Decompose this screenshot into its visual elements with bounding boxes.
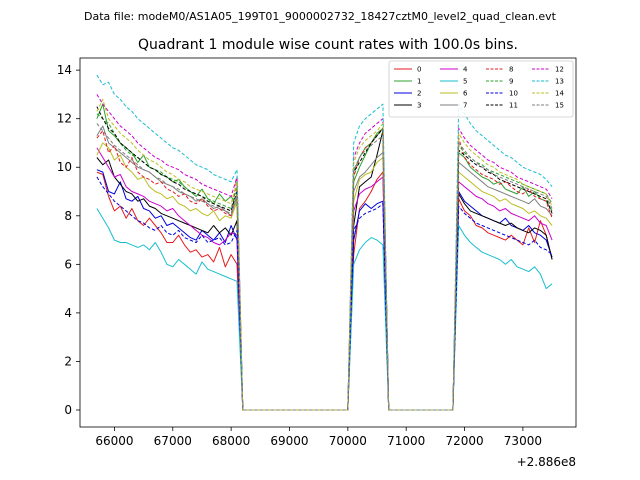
y-tick-label: 4 [64,306,72,320]
y-tick-label: 2 [64,354,72,368]
legend-label-14: 14 [555,90,564,98]
series-line-14 [96,98,553,411]
x-tick-label: 71000 [387,434,425,448]
y-tick-label: 14 [57,63,72,77]
y-tick-label: 0 [64,403,72,417]
y-tick-label: 12 [57,112,72,126]
x-tick-label: 68000 [212,434,250,448]
y-tick-label: 6 [64,257,72,271]
x-tick-label: 67000 [154,434,192,448]
legend-label-8: 8 [509,66,513,74]
y-tick-label: 8 [64,209,72,223]
plot-frame [79,57,577,428]
chart-title: Quadrant 1 module wise count rates with … [138,37,518,53]
plot-background [80,58,576,427]
x-tick-label: 66000 [95,434,133,448]
x-tick-label: 72000 [445,434,483,448]
x-axis: 66000 67000 68000 69000 70000 71000 72000 73000 [95,427,542,448]
legend-label-13: 13 [555,78,564,86]
legend-label-6: 6 [463,90,468,98]
legend-label-12: 12 [555,66,564,74]
x-offset-label: +2.886e8 [517,455,576,469]
suptitle: Data file: modeM0/AS1A05_199T01_90000027… [84,10,557,23]
legend-label-9: 9 [509,78,513,86]
legend-label-2: 2 [417,90,421,98]
x-tick-label: 70000 [329,434,367,448]
legend-label-5: 5 [463,78,467,86]
series-layer [96,74,553,411]
legend-label-7: 7 [463,102,467,110]
legend-frame [388,60,574,118]
legend-label-10: 10 [509,90,518,98]
series-line-8 [96,127,553,411]
plot-area [79,57,577,428]
x-tick-label: 69000 [270,434,308,448]
y-tick-label: 10 [57,160,72,174]
legend-label-3: 3 [417,102,421,110]
y-axis: 0 2 4 6 8 10 12 14 [57,63,80,417]
series-line-15 [96,123,553,411]
legend-label-1: 1 [417,78,421,86]
x-tick-label: 73000 [504,434,542,448]
legend-label-4: 4 [463,66,468,74]
legend-label-0: 0 [417,66,421,74]
legend-label-11: 11 [509,102,518,110]
legend-label-15: 15 [555,102,564,110]
